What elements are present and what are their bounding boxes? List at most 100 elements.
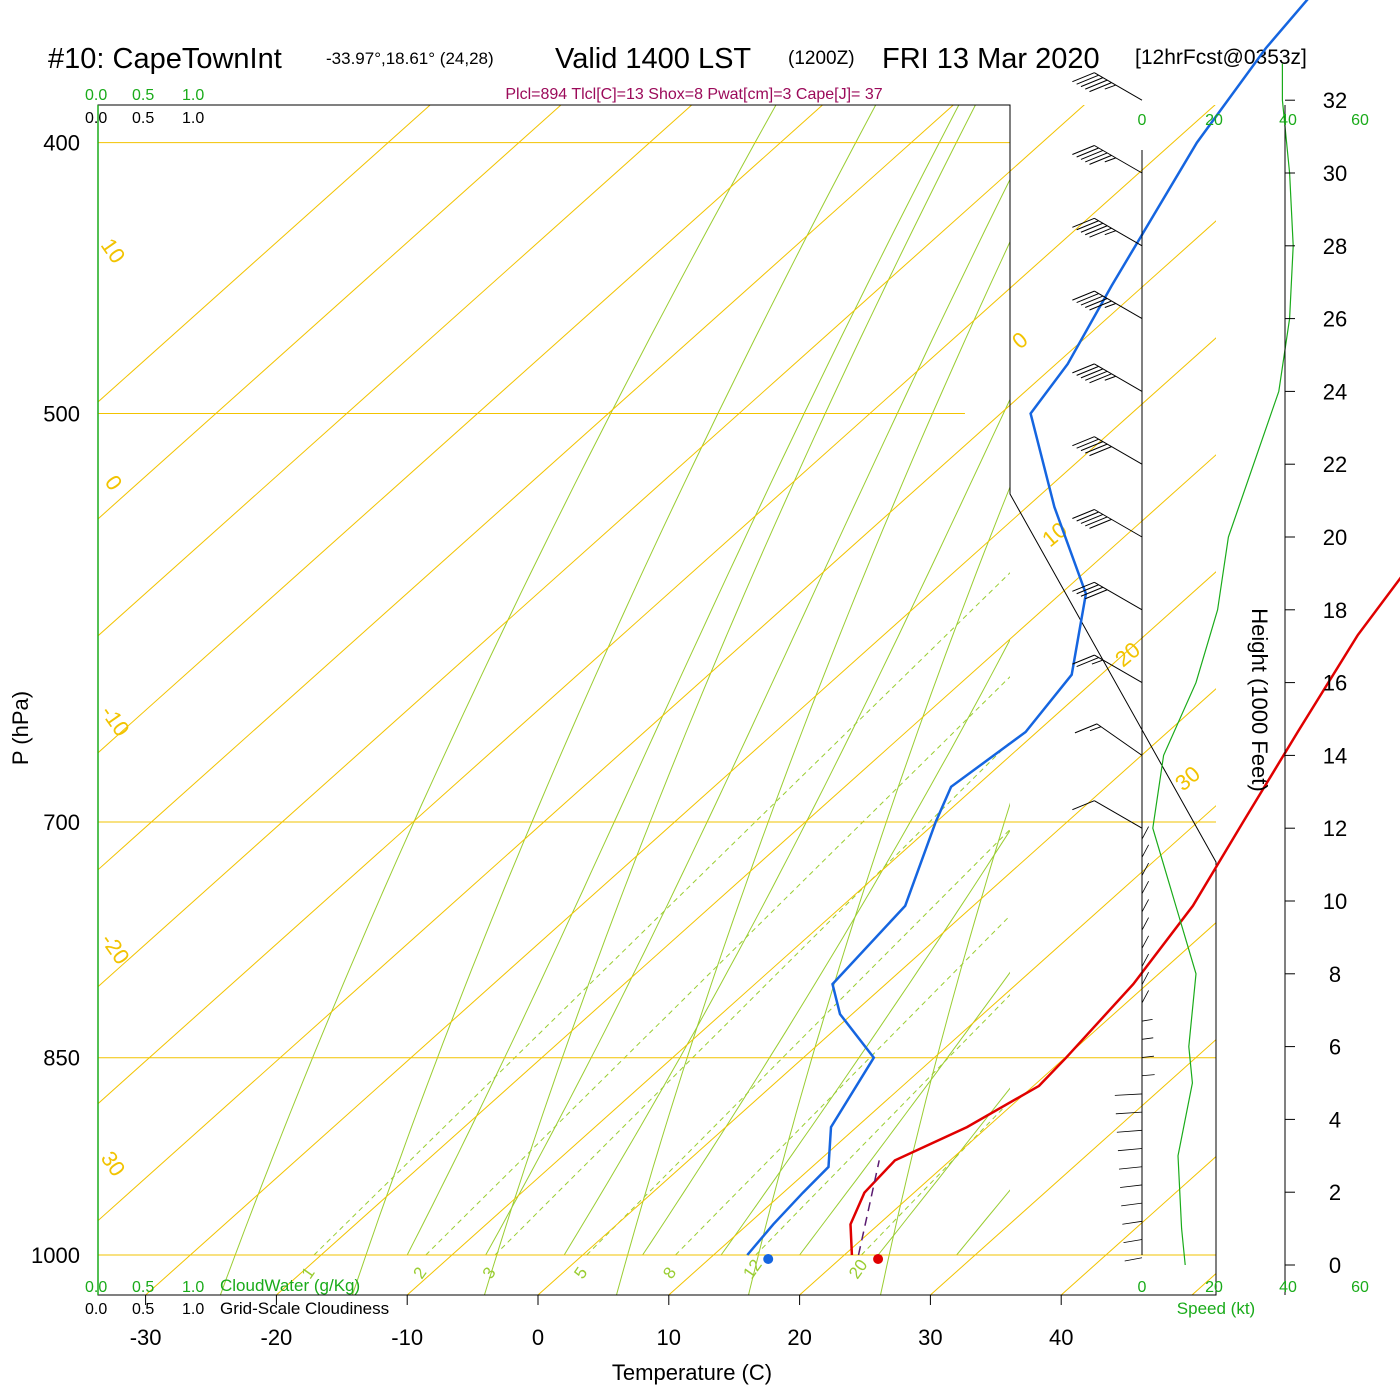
wind-barb-feather — [1074, 723, 1098, 734]
wind-barb-feather — [1076, 365, 1099, 376]
wind-barb — [1121, 1202, 1143, 1207]
wind-barb — [1122, 1220, 1143, 1225]
wind-barb — [1141, 844, 1149, 858]
wind-barb — [1141, 826, 1149, 840]
wind-barb-feather — [1072, 654, 1095, 665]
dry-adiabat-line — [880, 802, 1010, 1295]
wind-barb — [1141, 935, 1149, 949]
dry-adiabats — [219, 0, 1400, 1314]
isotherm-line — [98, 105, 562, 520]
height-tick-label: 22 — [1323, 452, 1347, 477]
top-black-scale-1: 0.5 — [132, 110, 154, 127]
wind-barb-feather — [1085, 225, 1108, 236]
isotherm-line — [799, 922, 1216, 1295]
height-tick-label: 24 — [1323, 379, 1347, 404]
moist-adiabat-line — [799, 971, 1010, 1256]
top-green-scale-0: 0.0 — [85, 87, 107, 104]
wind-barb — [1117, 1148, 1143, 1152]
wind-barb-feather — [1089, 726, 1102, 732]
isotherm-label: -20 — [96, 929, 135, 969]
wind-barb-feather — [1080, 149, 1104, 160]
wind-barb — [1141, 1055, 1154, 1058]
wind-barb-feather — [1080, 77, 1104, 88]
height-tick-label: 6 — [1329, 1035, 1341, 1060]
mixing-ratio-line — [675, 915, 1010, 1256]
wind-barb-feather — [1076, 147, 1099, 158]
pressure-tick-label: 700 — [43, 810, 80, 835]
wind-barb-feather — [1072, 509, 1095, 519]
wind-barb-feather — [1076, 511, 1099, 522]
bottom-green-scale-2: 1.0 — [182, 1279, 204, 1296]
wind-barb-feather — [1072, 800, 1095, 811]
speed-bottom-40: 40 — [1279, 1279, 1297, 1296]
top-black-scale-2: 1.0 — [182, 110, 204, 127]
isotherm-line — [668, 805, 1216, 1295]
wind-barb — [1096, 723, 1143, 756]
isotherm-line — [98, 105, 1216, 1105]
wind-barb — [1094, 145, 1143, 174]
isotherm-label: 0 — [1007, 327, 1032, 354]
wind-barb-feather — [1089, 300, 1112, 311]
wind-barb-feather — [1085, 298, 1108, 308]
speed-axis-label: Speed (kt) — [1177, 1299, 1255, 1318]
wind-barb-feather — [1076, 293, 1099, 304]
isotherm-line — [98, 105, 824, 754]
wind-barb — [1141, 899, 1149, 913]
wind-barb-feather — [1072, 217, 1095, 228]
height-tick-label: 2 — [1329, 1180, 1341, 1205]
isotherm-line — [145, 337, 1216, 1295]
moist-adiabat-line — [1035, 0, 1400, 1255]
temperature-tick-label: 30 — [918, 1325, 942, 1350]
isotherm-line — [1191, 1272, 1216, 1295]
wind-barb-feather — [1080, 295, 1104, 306]
wind-barb-feather — [1072, 363, 1095, 374]
isotherm-line — [98, 105, 693, 637]
surface-dewpoint-marker — [763, 1254, 774, 1264]
wind-barb — [1094, 436, 1143, 465]
wind-barb — [1141, 953, 1149, 967]
wind-barb-feather — [1072, 145, 1095, 155]
temperature-tick-label: -30 — [130, 1325, 162, 1350]
isotherm-line — [98, 105, 955, 871]
bottom-green-scale-0: 0.0 — [85, 1279, 107, 1296]
isotherm-label: 10 — [96, 234, 131, 268]
height-tick-label: 30 — [1323, 161, 1347, 186]
wind-barbs — [1072, 72, 1155, 1262]
sounding-profiles — [746, 0, 1400, 1264]
pressure-tick-label: 1000 — [31, 1243, 80, 1268]
wind-barb-feather — [1080, 586, 1104, 597]
mixing-ratio-label: 5 — [570, 1264, 591, 1283]
speed-top-60: 60 — [1351, 112, 1369, 129]
wind-barb — [1094, 217, 1143, 247]
cloudwater-label: CloudWater (g/Kg) — [220, 1276, 360, 1295]
wind-barb — [1141, 917, 1149, 931]
dry-adiabat-line — [1009, 0, 1400, 1314]
cloudiness-label: Grid-Scale Cloudiness — [220, 1299, 389, 1318]
temperature-ticks: -30 -20 -10 0 10 20 30 40 — [130, 1295, 1073, 1350]
moist-adiabat-line — [563, 398, 1010, 1256]
wind-barb-feather — [1089, 227, 1112, 238]
wind-barb — [1118, 1166, 1143, 1170]
height-tick-label: 32 — [1323, 88, 1347, 113]
wind-barb — [1141, 990, 1149, 1004]
mixing-ratio-label: 3 — [479, 1264, 500, 1283]
wind-barb — [1141, 862, 1149, 876]
wind-barb — [1141, 1074, 1155, 1077]
height-tick-label: 18 — [1323, 598, 1347, 623]
temperature-tick-label: -20 — [261, 1325, 293, 1350]
height-tick-label: 20 — [1323, 525, 1347, 550]
wind-barb-feather — [1091, 659, 1104, 665]
wind-barb-feather — [1080, 222, 1104, 233]
temperature-axis-label: Temperature (C) — [612, 1360, 772, 1385]
speed-bottom-20: 20 — [1205, 1279, 1223, 1296]
mixing-ratio-line — [313, 572, 1010, 1256]
wind-barb — [1094, 290, 1143, 320]
wind-barb — [1124, 1257, 1143, 1262]
isotherm-label: -10 — [96, 701, 135, 741]
dry-adiabat-line — [219, 105, 777, 1295]
height-tick-label: 8 — [1329, 962, 1341, 987]
wind-barb-feather — [1076, 584, 1099, 595]
wind-barb-feather — [1085, 443, 1108, 454]
